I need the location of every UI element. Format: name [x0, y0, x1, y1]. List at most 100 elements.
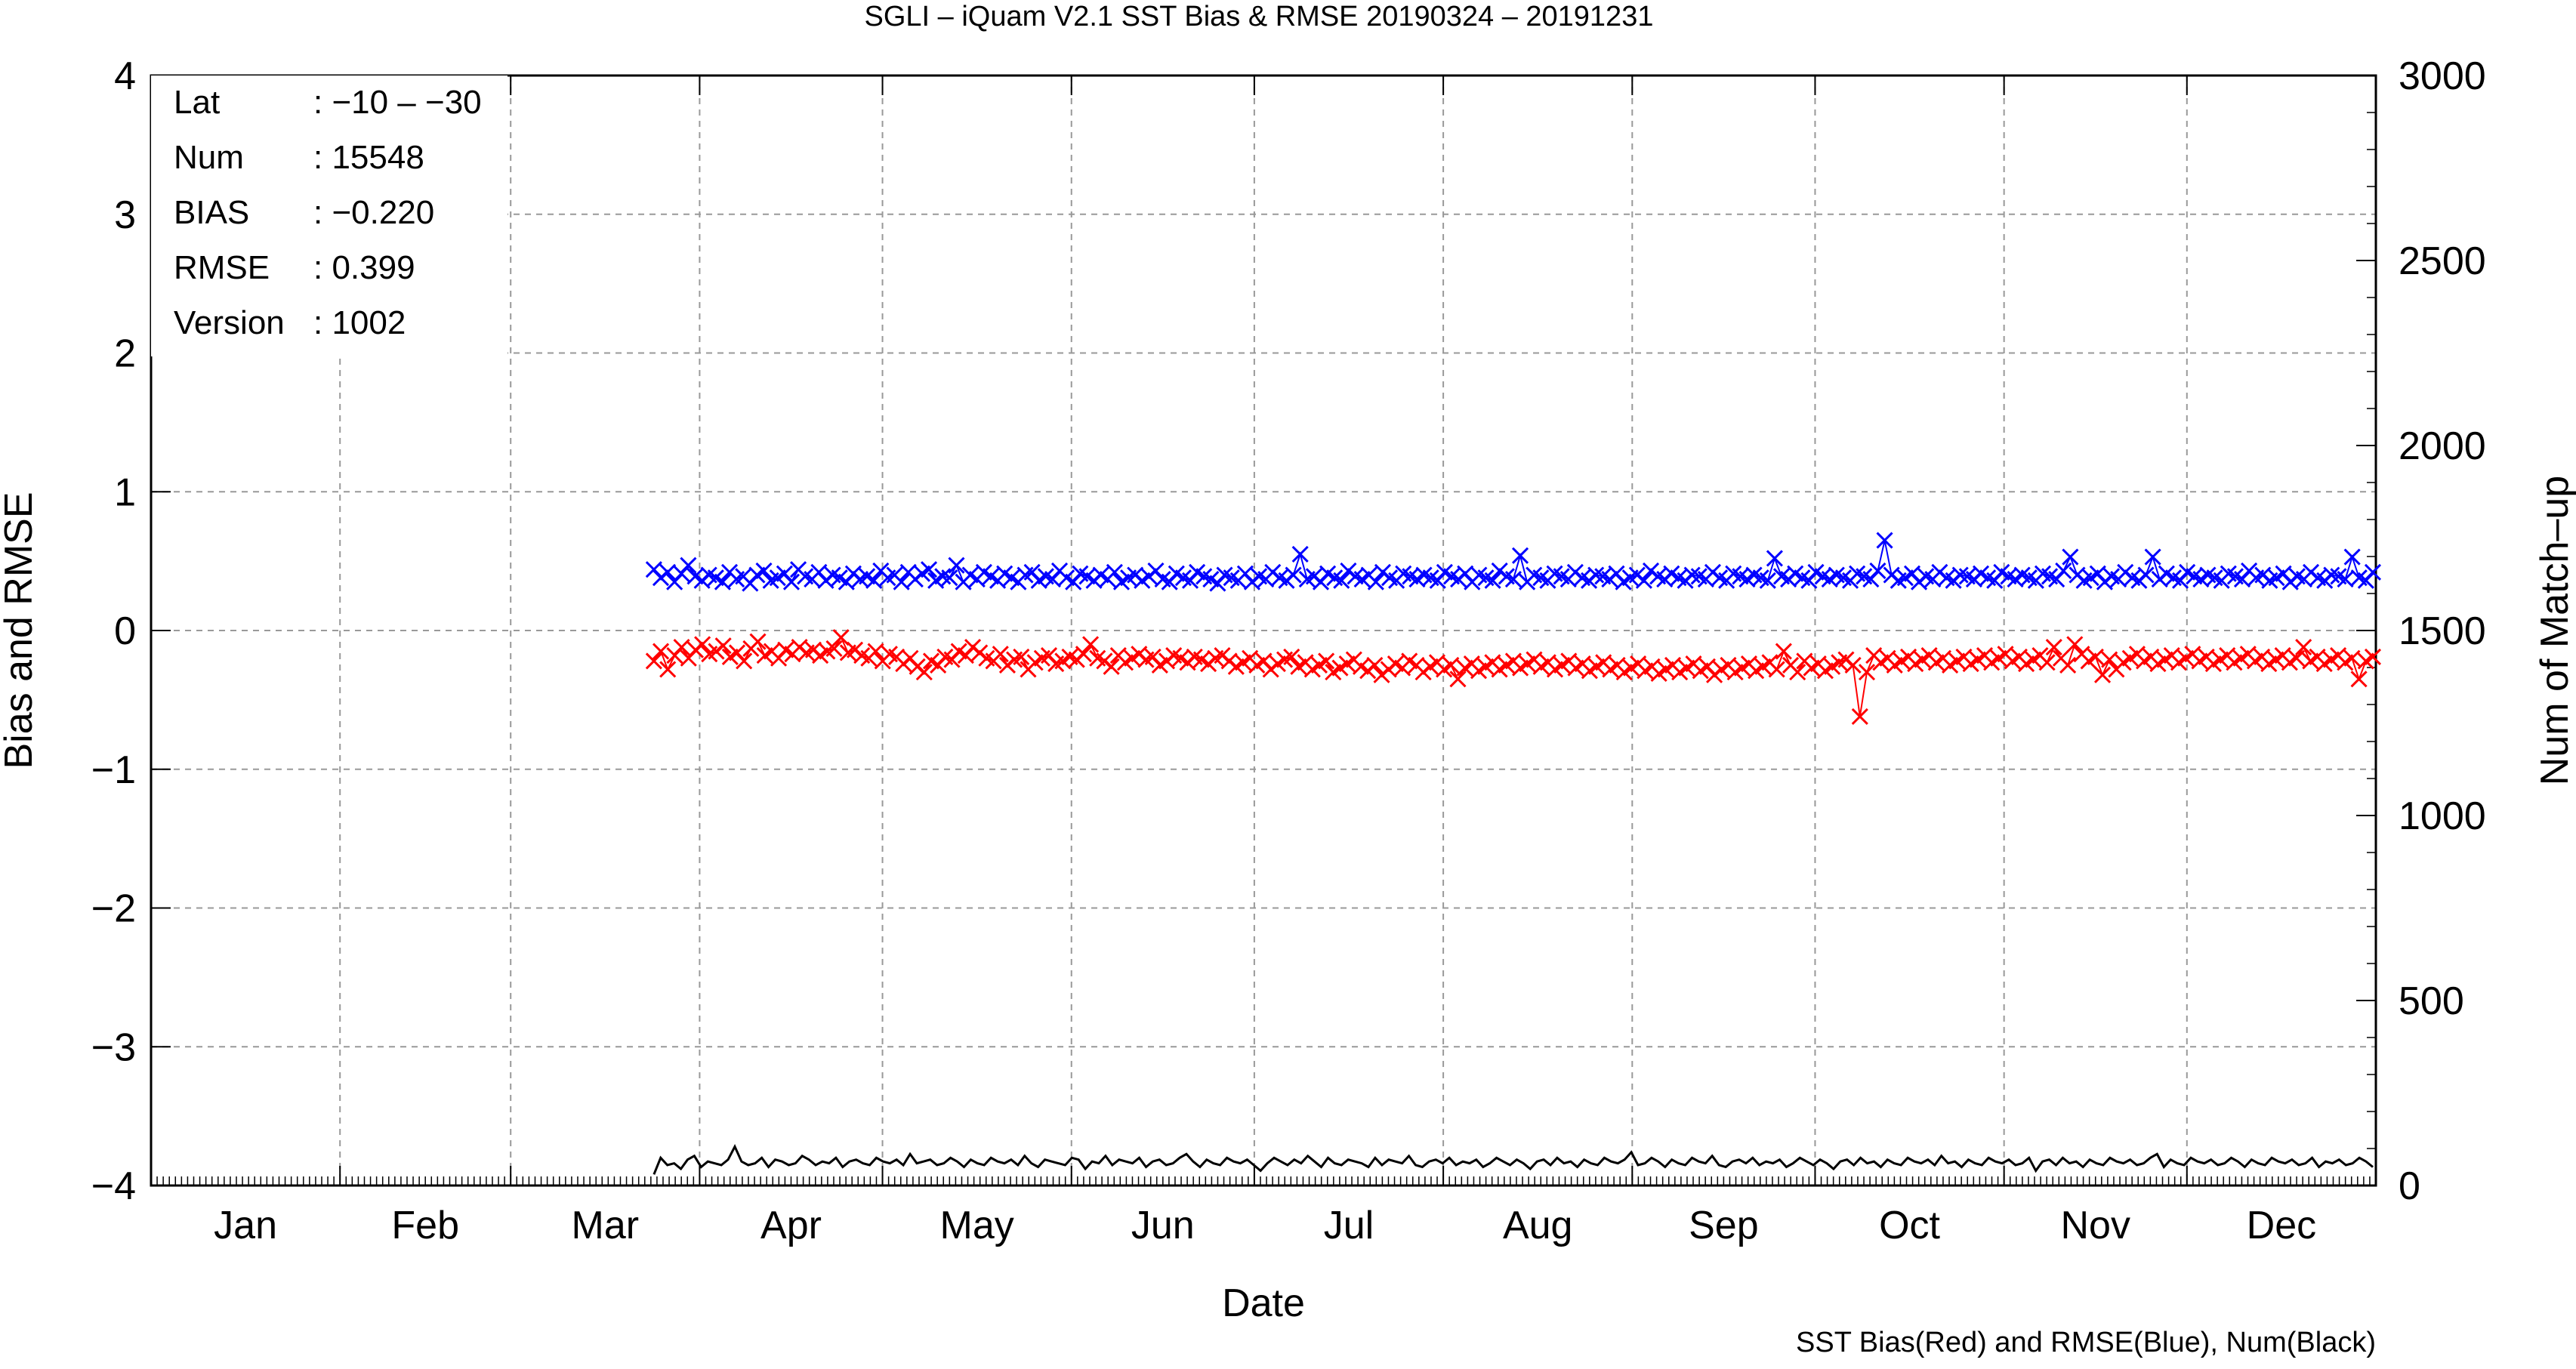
point-bias — [714, 637, 732, 655]
point-bias — [832, 629, 850, 646]
info-key: RMSE — [174, 249, 270, 286]
point-rmse — [2137, 566, 2155, 584]
x-tick-label: Dec — [2247, 1204, 2316, 1247]
point-bias — [2364, 648, 2382, 665]
point-rmse — [659, 563, 677, 581]
point-bias — [1844, 656, 1862, 674]
point-bias — [1442, 656, 1460, 674]
point-bias — [2038, 654, 2056, 671]
point-bias — [915, 664, 933, 681]
y-left-axis-label: Bias and RMSE — [0, 492, 41, 769]
x-tick-label: Feb — [391, 1204, 459, 1247]
point-rmse — [782, 573, 801, 590]
y-right-tick-labels: 3000 2500 2000 1500 1000 500 0 — [2399, 54, 2486, 1208]
point-bias — [1858, 664, 1876, 681]
point-bias — [652, 643, 670, 660]
point-bias — [659, 661, 677, 678]
y-right-axis-label: Num of Match–up — [2533, 476, 2576, 785]
y-right-tick-label: 0 — [2399, 1164, 2420, 1208]
point-bias — [694, 636, 711, 653]
point-bias — [2066, 636, 2084, 653]
point-rmse — [2062, 548, 2079, 566]
point-rmse — [755, 562, 773, 580]
grid — [151, 76, 2376, 1186]
info-key: BIAS — [174, 194, 249, 231]
point-bias — [1283, 648, 1300, 665]
point-rmse — [1484, 572, 1501, 589]
y-right-tick-label: 2000 — [2399, 424, 2486, 468]
y-right-tick-label: 2500 — [2399, 239, 2486, 283]
point-bias — [2350, 671, 2368, 688]
point-rmse — [920, 561, 938, 578]
x-tick-label: Apr — [760, 1204, 822, 1247]
info-box: Lat: −10 – −30 Num: 15548 BIAS: −0.220 RMSE… — [151, 76, 507, 356]
point-bias — [2295, 638, 2312, 656]
x-tick-label: Jan — [214, 1204, 277, 1247]
point-rmse — [2323, 566, 2340, 584]
y-left-tick-label: −2 — [91, 887, 136, 931]
info-key: Num — [174, 139, 244, 176]
point-rmse — [1876, 532, 1893, 549]
point-rmse — [941, 569, 958, 587]
point-bias — [2288, 649, 2306, 667]
info-key: Version — [174, 304, 285, 341]
y-left-tick-label: −3 — [91, 1025, 136, 1069]
x-tick-label: Jun — [1131, 1204, 1195, 1247]
point-bias — [673, 638, 690, 656]
x-tick-label: Jul — [1324, 1204, 1374, 1247]
point-bias — [1366, 656, 1384, 674]
point-rmse — [1759, 572, 1776, 589]
y-left-tick-label: 3 — [114, 193, 136, 237]
info-box-frame — [151, 76, 507, 356]
point-rmse — [1367, 573, 1384, 590]
series-layer — [645, 532, 2382, 1175]
point-bias — [1318, 652, 1335, 670]
footnote: SST Bias(Red) and RMSE(Blue), Num(Black) — [1796, 1327, 2376, 1358]
point-bias — [1103, 658, 1120, 675]
point-bias — [1768, 661, 1785, 678]
series-line-bias — [653, 636, 2374, 717]
point-bias — [867, 643, 884, 660]
point-bias — [2087, 648, 2104, 665]
y-left-tick-label: 4 — [114, 54, 136, 98]
y-right-tick-label: 1000 — [2399, 794, 2486, 838]
x-tick-labels: Jan Feb Mar Apr May Jun Jul Aug Sep Oct Nov Dec — [214, 1204, 2316, 1247]
point-rmse — [1683, 566, 1701, 584]
point-rmse — [1504, 570, 1522, 588]
point-rmse — [680, 557, 697, 574]
point-bias — [1851, 708, 1868, 725]
point-rmse — [1635, 572, 1652, 589]
point-rmse — [1951, 566, 1969, 584]
point-bias — [1775, 643, 1792, 660]
point-bias — [2101, 651, 2118, 668]
point-bias — [2093, 666, 2112, 683]
info-value: : 0.399 — [313, 249, 415, 286]
point-bias — [2059, 656, 2077, 674]
y-left-tick-labels: 4 3 2 1 0 −1 −2 −3 −4 — [91, 54, 136, 1208]
point-bias — [2045, 638, 2062, 656]
x-tick-label: Sep — [1689, 1204, 1759, 1247]
y-right-tick-label: 500 — [2399, 979, 2464, 1023]
info-value: : −10 – −30 — [313, 84, 482, 121]
y-left-tick-label: −1 — [91, 748, 136, 792]
point-bias — [1789, 664, 1806, 681]
point-rmse — [948, 557, 965, 574]
point-rmse — [714, 573, 731, 590]
point-rmse — [865, 572, 883, 589]
point-rmse — [2055, 562, 2072, 580]
y-right-tick-label: 3000 — [2399, 54, 2486, 98]
x-tick-label: Mar — [572, 1204, 640, 1247]
y-left-tick-label: 0 — [114, 609, 136, 653]
y-right-tick-label: 1500 — [2399, 609, 2486, 653]
point-bias — [1082, 636, 1100, 653]
x-tick-label: Aug — [1503, 1204, 1573, 1247]
point-bias — [1013, 648, 1030, 665]
point-rmse — [934, 568, 952, 585]
info-value: : 1002 — [313, 304, 406, 341]
point-rmse — [1587, 566, 1605, 584]
y-left-tick-label: −4 — [91, 1164, 136, 1208]
point-bias — [992, 646, 1009, 663]
y-left-tick-label: 2 — [114, 332, 136, 376]
point-rmse — [1285, 566, 1302, 584]
point-bias — [1075, 646, 1092, 663]
